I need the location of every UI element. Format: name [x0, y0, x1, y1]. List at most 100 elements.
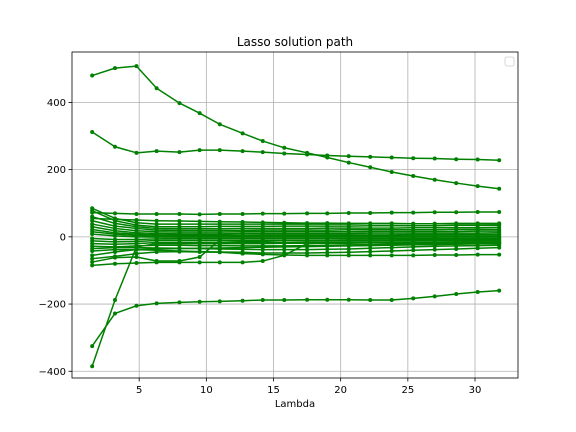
chart-title: Lasso solution path	[237, 35, 353, 49]
data-point	[282, 244, 287, 249]
data-point	[112, 311, 117, 316]
data-point	[217, 148, 222, 153]
data-point	[134, 211, 139, 216]
data-point	[134, 64, 139, 69]
data-point	[154, 218, 159, 223]
data-point	[282, 211, 287, 216]
data-point	[282, 145, 287, 150]
series-path-3	[90, 209, 502, 217]
data-point	[475, 157, 480, 162]
data-point	[177, 150, 182, 155]
data-point	[154, 211, 159, 216]
data-point	[154, 86, 159, 91]
data-point	[197, 219, 202, 224]
series-line	[92, 228, 500, 236]
data-point	[368, 154, 373, 159]
data-point	[134, 218, 139, 223]
data-point	[240, 220, 245, 225]
y-tick-label: −400	[39, 367, 66, 378]
data-point	[282, 241, 287, 246]
data-point	[197, 148, 202, 153]
data-point	[368, 249, 373, 254]
data-point	[177, 246, 182, 251]
y-tick-label: 0	[60, 232, 66, 243]
legend-box	[504, 56, 515, 67]
data-point	[240, 241, 245, 246]
series-line	[92, 237, 500, 241]
data-point	[217, 245, 222, 250]
data-point	[282, 238, 287, 243]
data-point	[90, 73, 95, 78]
data-point	[346, 253, 351, 258]
data-point	[497, 252, 502, 257]
data-point	[260, 245, 265, 250]
data-point	[112, 249, 117, 254]
data-point	[325, 211, 330, 216]
data-point	[305, 152, 310, 157]
data-point	[305, 247, 310, 252]
series-path-2	[90, 129, 502, 163]
data-point	[389, 298, 394, 303]
data-point	[325, 153, 330, 158]
data-point	[154, 149, 159, 154]
data-point	[197, 249, 202, 254]
data-point	[90, 344, 95, 349]
y-tick-label: 400	[47, 98, 66, 109]
data-point	[197, 299, 202, 304]
data-point	[90, 129, 95, 134]
data-point	[389, 248, 394, 253]
series-line	[91, 289, 500, 347]
data-point	[497, 158, 502, 163]
series-line	[92, 231, 500, 237]
data-point	[112, 144, 117, 149]
data-point	[475, 289, 480, 294]
data-point	[260, 211, 265, 216]
series-line	[92, 238, 500, 263]
data-point	[389, 210, 394, 215]
data-point	[217, 238, 222, 243]
data-point	[240, 251, 245, 256]
data-point	[346, 246, 351, 251]
series-line	[91, 242, 500, 367]
data-point	[368, 221, 373, 226]
data-point	[389, 169, 394, 174]
data-point	[411, 174, 416, 179]
data-point	[112, 217, 117, 222]
data-point	[197, 241, 202, 246]
data-point	[197, 111, 202, 116]
series-line	[92, 242, 500, 257]
data-point	[346, 297, 351, 302]
data-point	[411, 253, 416, 258]
data-point	[197, 212, 202, 217]
data-point	[389, 155, 394, 160]
data-point	[432, 294, 437, 299]
data-point	[177, 101, 182, 106]
x-tick-label: 25	[401, 385, 414, 396]
data-point	[154, 241, 159, 246]
data-point	[260, 241, 265, 246]
data-point	[197, 246, 202, 251]
data-point	[112, 211, 117, 216]
data-point	[432, 252, 437, 257]
data-point	[346, 250, 351, 255]
data-point	[112, 66, 117, 71]
series-line	[91, 219, 500, 232]
data-point	[177, 241, 182, 246]
data-point	[240, 245, 245, 250]
data-point	[454, 291, 459, 296]
series-line	[91, 209, 500, 228]
series-lines	[90, 64, 502, 369]
series-line	[91, 65, 500, 190]
data-point	[325, 241, 330, 246]
data-point	[90, 364, 95, 369]
data-point	[305, 297, 310, 302]
data-point	[346, 154, 351, 159]
data-point	[240, 131, 245, 136]
data-point	[177, 219, 182, 224]
data-point	[432, 221, 437, 226]
data-point	[475, 252, 480, 257]
x-tick-label: 20	[334, 385, 347, 396]
data-point	[177, 300, 182, 305]
data-point	[411, 221, 416, 226]
